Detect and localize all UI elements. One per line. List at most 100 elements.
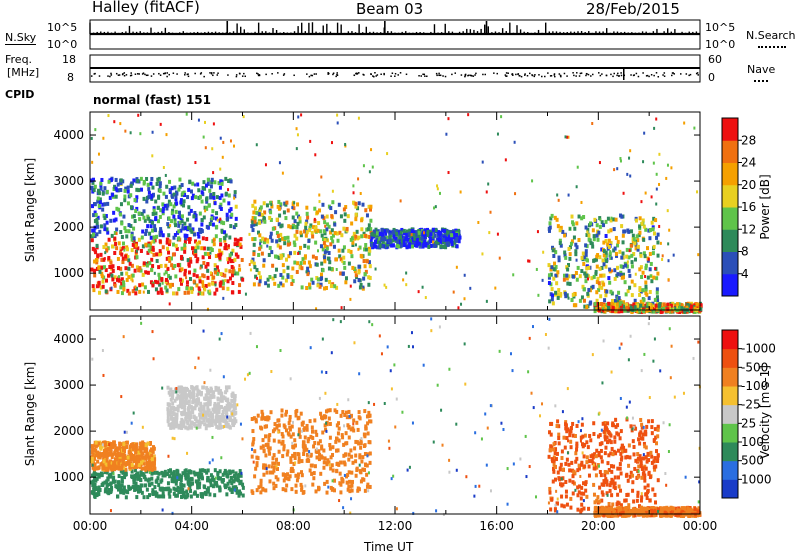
velocity-echo-cell: [162, 494, 166, 499]
velocity-echo-cell: [206, 404, 210, 409]
power-echo-cell: [286, 242, 290, 247]
power-echo-cell: [230, 212, 234, 217]
power-speckle: [341, 260, 344, 264]
velocity-echo-cell: [363, 467, 367, 472]
velocity-echo-cell: [188, 413, 192, 418]
power-speckle: [219, 136, 222, 140]
power-echo-cell: [638, 224, 642, 229]
power-echo-cell: [625, 305, 629, 310]
velocity-echo-cell: [97, 465, 101, 470]
power-echo-cell: [369, 218, 373, 223]
nave-dot: [374, 72, 376, 74]
velocity-echo-cell: [107, 461, 111, 466]
power-echo-cell: [186, 217, 190, 222]
nave-dot: [391, 72, 394, 74]
velocity-echo-cell: [343, 412, 347, 417]
power-speckle: [696, 190, 699, 194]
nave-dot: [258, 74, 261, 77]
power-echo-cell: [286, 208, 290, 213]
power-echo-cell: [358, 245, 362, 250]
power-echo-cell: [390, 243, 394, 248]
velocity-echo-cell: [263, 465, 267, 470]
power-speckle: [291, 226, 294, 230]
power-echo-cell: [229, 214, 233, 219]
power-echo-cell: [633, 241, 637, 246]
power-speckle: [661, 257, 664, 261]
power-echo-cell: [184, 236, 188, 241]
power-echo-cell: [688, 303, 692, 308]
power-speckle: [256, 276, 259, 280]
nave-dot: [420, 75, 422, 77]
power-echo-cell: [556, 224, 560, 229]
power-echo-cell: [563, 233, 567, 238]
power-echo-cell: [288, 251, 292, 256]
velocity-echo-cell: [152, 460, 156, 465]
velocity-echo-cell: [286, 472, 290, 477]
power-echo-cell: [181, 191, 185, 196]
power-echo-cell: [427, 244, 431, 249]
velocity-echo-cell: [203, 490, 207, 495]
velocity-echo-cell: [139, 451, 143, 456]
power-speckle: [658, 182, 661, 186]
nave-dot: [293, 74, 295, 77]
power-echo-cell: [602, 223, 606, 228]
velocity-echo-cell: [191, 421, 195, 426]
velocity-echo-cell: [281, 472, 285, 477]
velocity-echo-cell: [176, 404, 180, 409]
velocity-echo-cell: [204, 415, 208, 420]
velocity-echo-cell: [256, 456, 260, 461]
power-echo-cell: [563, 291, 567, 296]
power-echo-cell: [194, 195, 198, 200]
power-echo-cell: [201, 273, 205, 278]
velocity-echo-cell: [218, 476, 222, 481]
velocity-echo-cell: [292, 445, 296, 450]
power-echo-cell: [155, 252, 159, 257]
velocity-echo-cell: [226, 404, 230, 409]
power-echo-cell: [117, 207, 121, 212]
power-speckle: [626, 172, 629, 176]
power-echo-cell: [213, 263, 217, 268]
power-echo-cell: [637, 233, 641, 238]
power-echo-cell: [218, 248, 222, 253]
power-echo-cell: [193, 251, 197, 256]
velocity-echo-cell: [250, 454, 254, 459]
velocity-echo-cell: [202, 418, 206, 423]
velocity-echo-cell: [341, 410, 345, 415]
power-echo-cell: [159, 230, 163, 235]
power-echo-cell: [228, 235, 232, 240]
power-speckle: [211, 147, 214, 151]
power-echo-cell: [146, 182, 150, 187]
power-speckle: [457, 306, 460, 310]
velocity-echo-cell: [204, 393, 208, 398]
nave-dot: [200, 72, 203, 74]
power-echo-cell: [155, 181, 159, 186]
velocity-echo-cell: [363, 488, 367, 493]
power-echo-cell: [298, 219, 302, 224]
velocity-echo-cell: [190, 385, 194, 390]
power-echo-cell: [430, 238, 434, 243]
velocity-echo-cell: [305, 452, 309, 457]
power-echo-cell: [151, 247, 155, 252]
power-echo-cell: [547, 273, 551, 278]
power-echo-cell: [169, 256, 173, 261]
power-speckle: [659, 241, 662, 245]
power-speckle: [349, 284, 352, 288]
power-echo-cell: [224, 191, 228, 196]
velocity-echo-cell: [613, 475, 617, 480]
power-echo-cell: [342, 226, 346, 231]
velocity-echo-cell: [310, 463, 314, 468]
velocity-echo-cell: [368, 413, 372, 418]
velocity-echo-cell: [283, 425, 287, 430]
power-echo-cell: [213, 180, 217, 185]
velocity-echo-cell: [295, 408, 299, 413]
velocity-echo-cell: [297, 427, 301, 432]
velocity-echo-cell: [552, 466, 556, 471]
nave-dot: [426, 75, 428, 78]
power-echo-cell: [108, 195, 112, 200]
velocity-echo-cell: [291, 468, 295, 473]
power-echo-cell: [566, 267, 570, 272]
power-echo-cell: [177, 223, 181, 228]
velocity-echo-cell: [204, 426, 208, 431]
velocity-echo-cell: [168, 488, 172, 493]
power-echo-cell: [156, 290, 160, 295]
